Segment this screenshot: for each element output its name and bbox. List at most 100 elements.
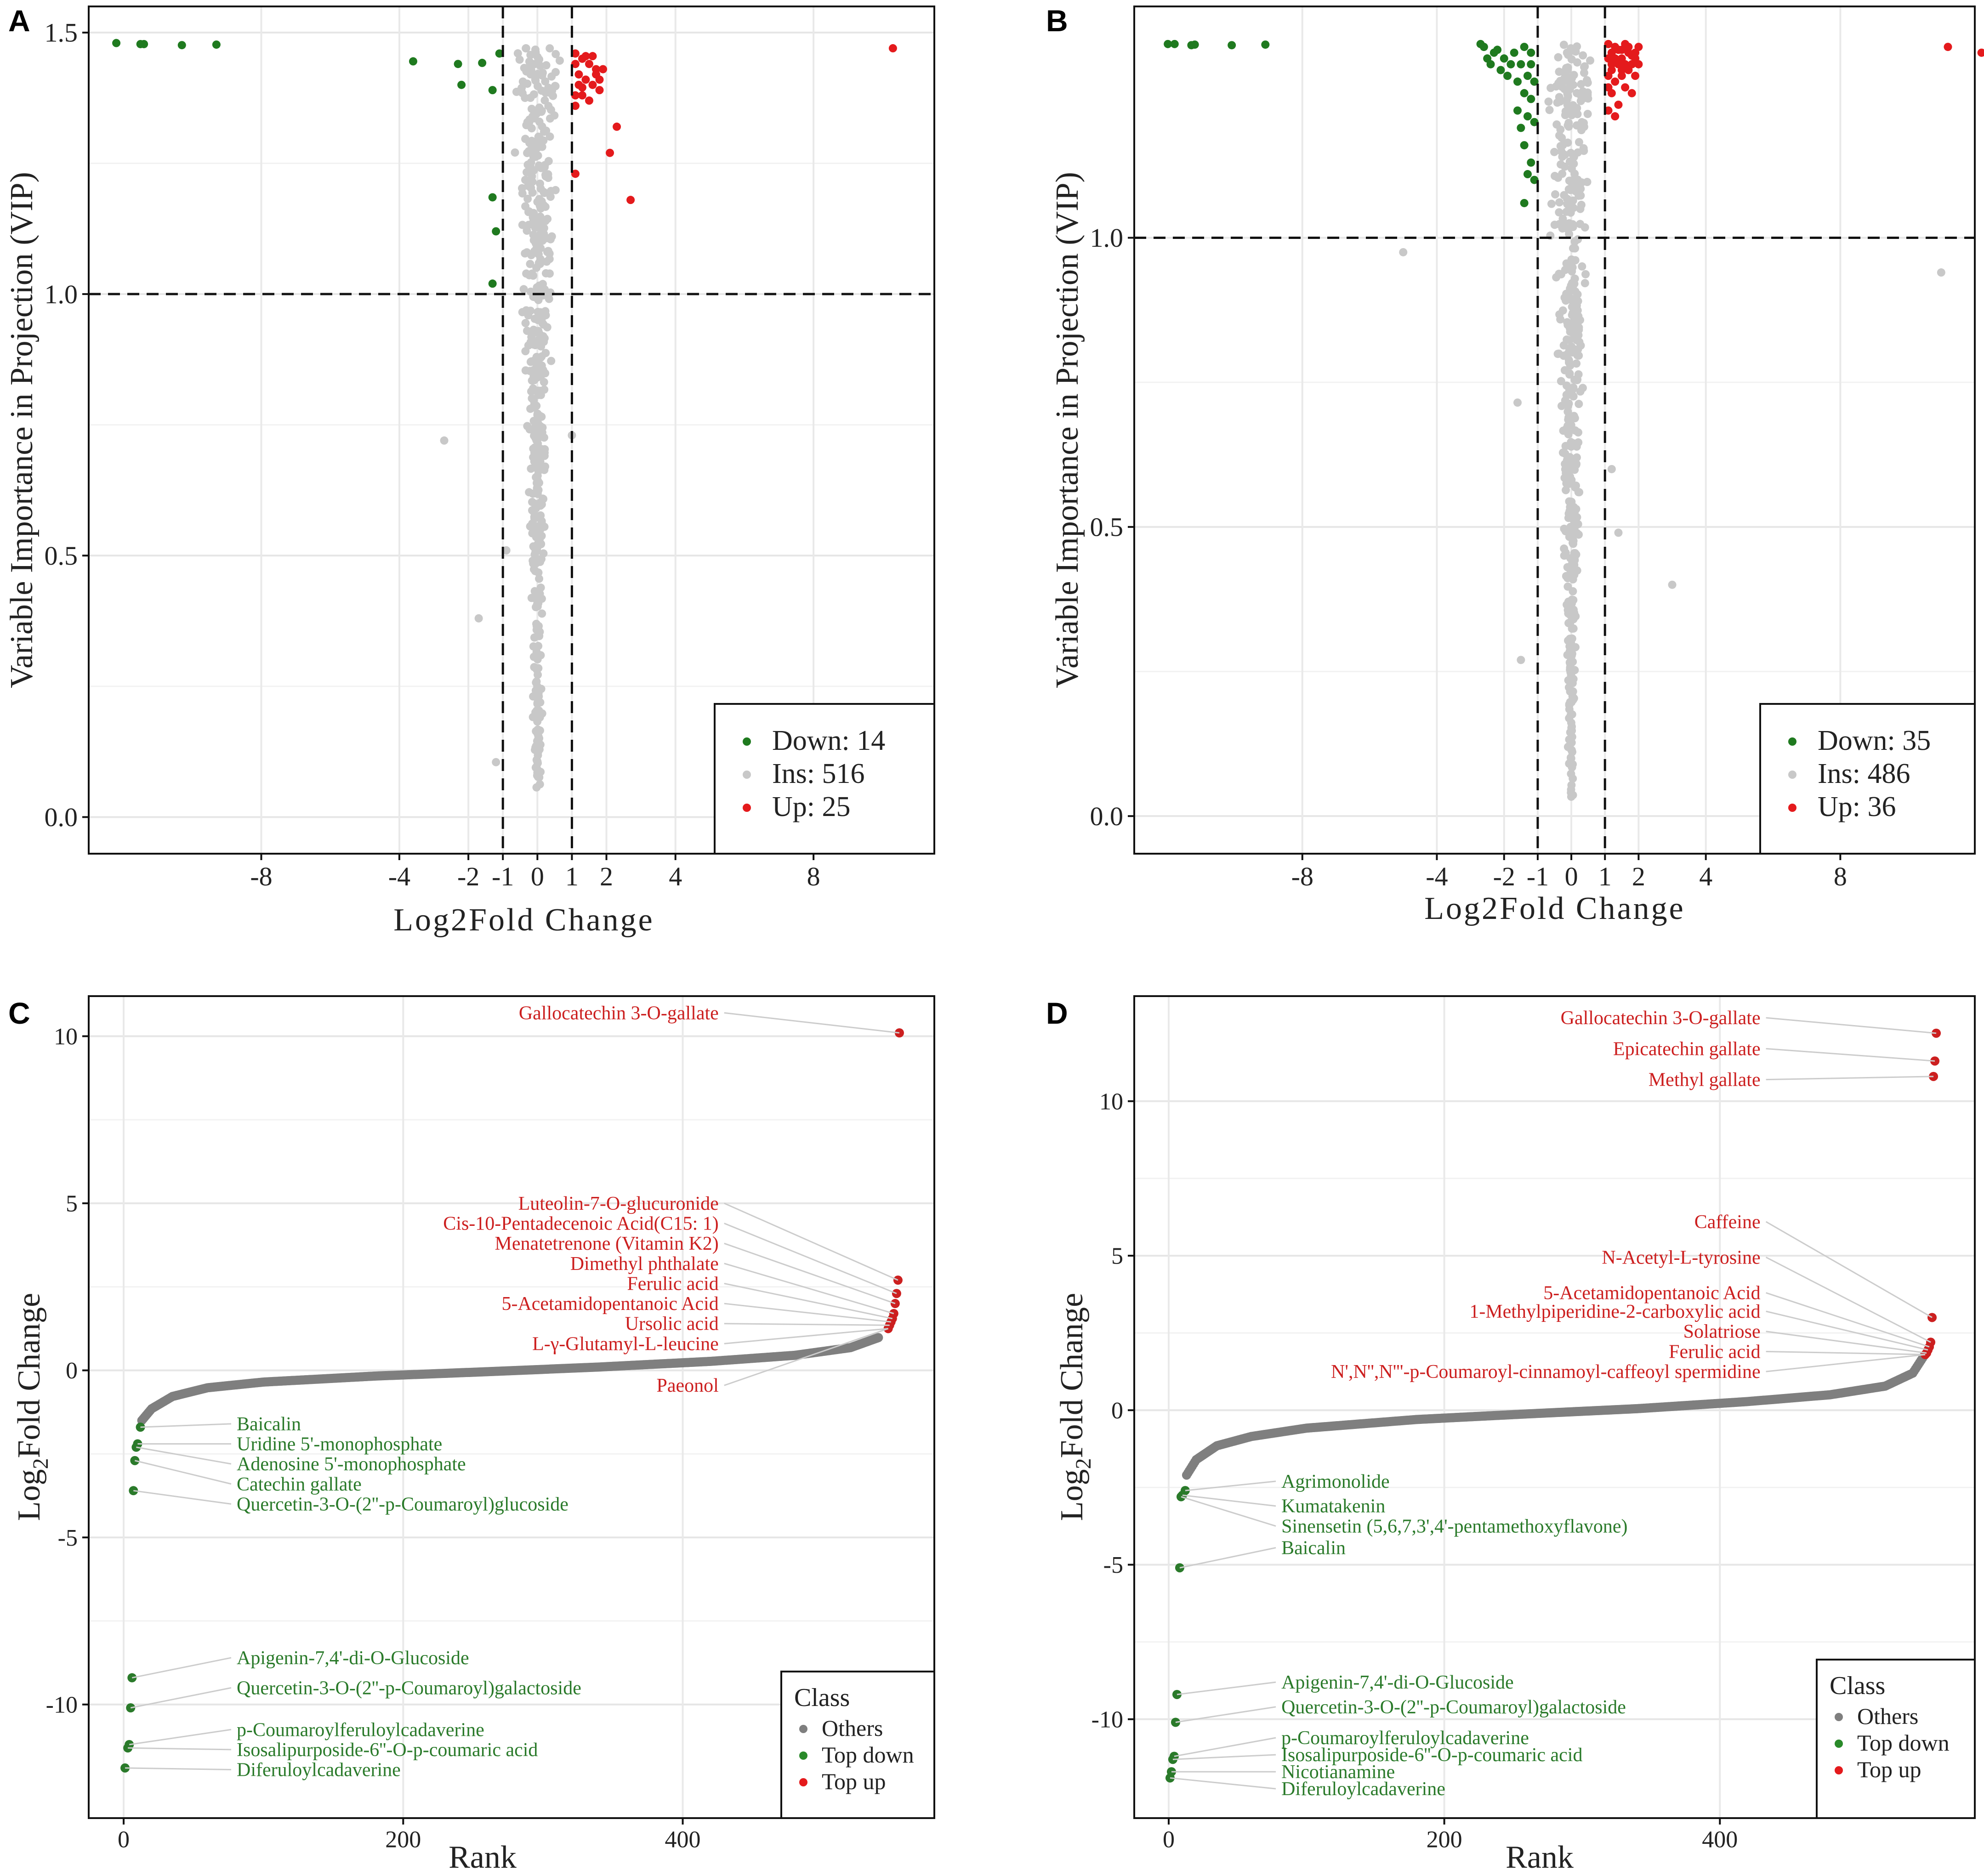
point-ins [1563,742,1572,751]
data-points [120,1028,904,1773]
x-tick-label: -8 [1291,861,1313,891]
point-ins [522,306,530,315]
x-tick-label: -2 [1493,861,1515,891]
point-ins [535,331,544,340]
y-tick-label: 0.0 [45,802,78,832]
point-ins [531,75,540,84]
label-leader [724,1282,893,1320]
point-ins [527,104,536,113]
point-ins [1567,421,1575,430]
label-leader [1766,1048,1935,1062]
point-ins [538,69,546,78]
point-ins [533,771,541,780]
point-ins [1573,58,1581,67]
point-ins [1580,279,1589,288]
point-ins [1568,220,1577,229]
point-ins [1566,668,1575,677]
point-label: p-Coumaroylferuloylcadaverine [1281,1728,1529,1749]
point-ins [523,422,532,431]
point-up [578,83,586,92]
label-leader [724,1328,889,1386]
point-ins [1577,200,1586,209]
y-axis-label: Log2Fold Change [1054,1293,1096,1521]
point-ins [520,63,529,72]
label-leader [724,1303,891,1323]
x-axis-label: Log2Fold Change [393,902,654,938]
x-tick-label: 1 [1598,861,1612,891]
point-ins [529,166,538,175]
point-ins [545,249,554,258]
point-up [1604,106,1613,115]
point-ins [534,259,543,267]
point-ins [528,529,537,538]
point-down [1170,40,1179,48]
point-ins [530,443,539,452]
threshold-lines [89,6,934,854]
point-label: Gallocatechin 3-O-gallate [1561,1008,1761,1029]
point-ins [537,86,546,95]
point-ins [1567,610,1576,619]
x-tick-label: 0 [1163,1826,1175,1853]
point-label: 5-Acetamidopentanoic Acid [1543,1283,1760,1304]
point-ins [532,352,541,361]
point-ins [527,68,535,77]
point-up [1977,48,1984,57]
point-ins [530,587,539,595]
point-down [212,40,221,49]
data-points [1164,40,1984,801]
label-leader [1766,1292,1930,1348]
point-ins [1567,498,1576,506]
point-ins [538,142,546,151]
point-ins [1572,359,1581,368]
point-ins [1564,122,1573,131]
point-ins [1937,268,1945,277]
point-ins [1559,351,1568,360]
x-axis-label: Rank [449,1840,517,1875]
point-up [1604,72,1613,80]
gridlines [89,996,934,1818]
point-ins [1607,465,1616,473]
point-ins [1563,92,1572,101]
point-label: Sinensetin (5,6,7,3',4'-pentamethoxyflav… [1281,1516,1627,1537]
y-axis-label: Variable Importance in Projection (VIP) [1050,172,1085,688]
label-leader [724,1263,894,1315]
point-ins [534,642,543,651]
point-label: Baicalin [1281,1538,1346,1559]
legend-box [1816,1659,1976,1819]
point-up [571,102,580,110]
legend-key [799,1778,807,1786]
point-ins [1578,262,1586,271]
point-ins [1563,138,1572,147]
y-tick-label: 5 [1111,1243,1123,1270]
point-up [1617,66,1626,74]
point-ins [540,187,548,196]
point-ins [1565,336,1574,345]
point-ins [551,186,560,194]
legend-key [1835,1766,1843,1774]
point-ins [1399,248,1408,256]
point-ins [1569,159,1578,168]
point-ins [1554,53,1563,62]
point-ins [540,232,548,241]
x-tick-label: 0 [1565,861,1578,891]
point-down [140,40,148,48]
point-label: Isosalipurposide-6''-O-p-coumaric acid [1281,1745,1582,1766]
point-up [585,60,593,68]
panel-letter: B [1046,4,1068,38]
point-ins [1555,208,1563,217]
point-ins [1566,758,1575,766]
x-tick-label: -4 [1426,861,1448,891]
point-ins [1569,329,1578,338]
label-leader [135,1460,232,1485]
point-ins [534,708,543,716]
point-up [578,91,586,100]
point-down [488,193,497,202]
point-down [1510,48,1518,57]
point-ins [532,479,541,487]
point-ins [538,446,547,455]
point-ins [526,260,534,268]
point-ins [1567,347,1576,356]
